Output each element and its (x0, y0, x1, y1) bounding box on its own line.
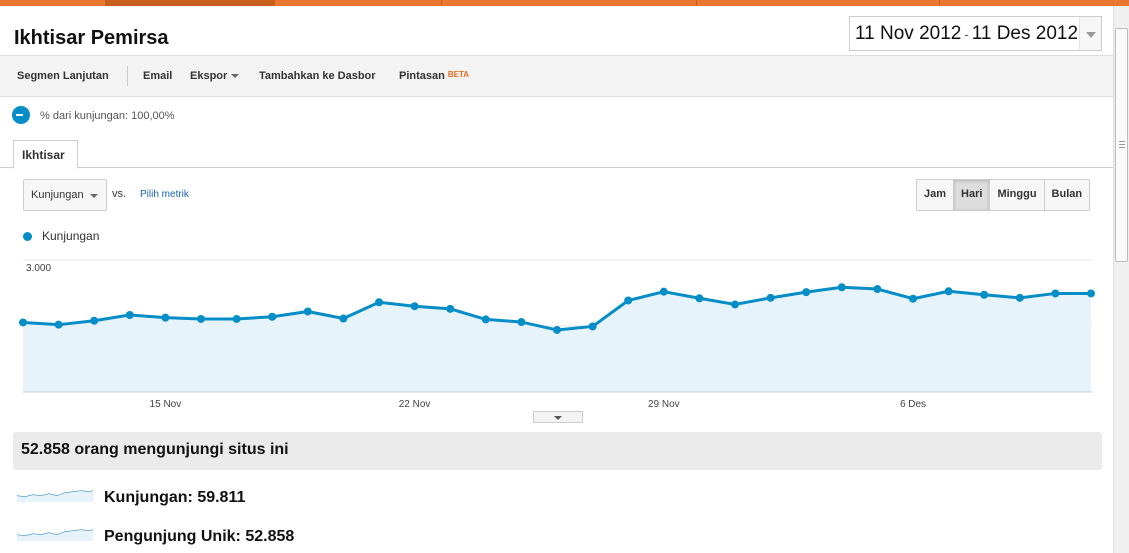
data-point (624, 296, 633, 305)
pie-chart-icon (12, 106, 30, 124)
date-start: 11 Nov 2012 (855, 23, 962, 44)
data-point (944, 287, 953, 296)
date-range-picker[interactable]: 11 Nov 2012-11 Des 2012 (849, 16, 1102, 51)
data-point (197, 314, 205, 323)
period-jam-button[interactable]: Jam (924, 188, 947, 200)
legend-label: Kunjungan (42, 229, 100, 243)
data-point (553, 325, 561, 334)
data-point (54, 320, 63, 329)
data-point (410, 302, 419, 311)
top-nav-active-tab[interactable] (105, 0, 275, 6)
ekspor-button[interactable]: Ekspor (190, 70, 240, 82)
grip-icon (1119, 141, 1125, 148)
pilih-metrik-link[interactable]: Pilih metrik (140, 189, 189, 200)
data-point (517, 318, 526, 327)
data-point (1015, 293, 1024, 302)
tab-ikhtisar[interactable]: Ikhtisar (13, 140, 78, 169)
date-separator: - (964, 27, 969, 42)
x-tick-label: 22 Nov (399, 399, 431, 410)
data-point (446, 304, 455, 313)
x-tick-label: 6 Des (900, 399, 926, 410)
stat-kunjungan-label: Kunjungan: 59.811 (104, 489, 246, 506)
data-point (980, 290, 989, 299)
data-point (1087, 289, 1095, 298)
period-hari-button[interactable]: Hari (953, 180, 990, 210)
legend-dot (23, 232, 32, 241)
data-point (19, 318, 27, 327)
toolbar-divider (127, 66, 128, 86)
sparkline-icon (17, 490, 93, 502)
vs-label: vs. (112, 188, 127, 200)
data-point (659, 287, 668, 296)
data-point (802, 288, 811, 297)
segment-label: % dari kunjungan: 100,00% (40, 110, 175, 122)
period-toggle: Jam Hari Minggu Bulan (916, 179, 1091, 211)
x-tick-label: 15 Nov (150, 399, 182, 410)
chevron-down-icon[interactable] (1079, 17, 1101, 50)
report-page: Ikhtisar Pemirsa 11 Nov 2012-11 Des 2012… (0, 6, 1113, 553)
metric-select[interactable]: Kunjungan (23, 179, 107, 211)
data-point (837, 283, 846, 292)
data-point (909, 294, 917, 303)
data-point (232, 314, 241, 323)
report-toolbar: Segmen Lanjutan Email Ekspor Tambahkan k… (0, 55, 1113, 97)
pintasan-label: Pintasan (399, 70, 445, 82)
top-nav-bar (0, 0, 1129, 6)
top-nav-divider (441, 0, 442, 6)
segmen-lanjutan-button[interactable]: Segmen Lanjutan (17, 70, 109, 82)
data-point (268, 312, 277, 321)
data-point (695, 294, 704, 303)
ekspor-label: Ekspor (190, 70, 228, 82)
data-point (1051, 289, 1060, 298)
data-point (125, 311, 134, 319)
y-tick-label: 3.000 (26, 263, 51, 274)
data-point (161, 313, 170, 322)
series-area (23, 287, 1091, 392)
data-point (588, 322, 597, 331)
tambahkan-ke-dasbor-button[interactable]: Tambahkan ke Dasbor (259, 70, 376, 82)
x-tick-label: 29 Nov (648, 399, 680, 410)
data-point (731, 300, 739, 309)
data-point (873, 285, 882, 294)
page-title: Ikhtisar Pemirsa (14, 27, 169, 49)
metric-select-value: Kunjungan (31, 189, 84, 201)
beta-badge: BETA (447, 70, 470, 79)
chevron-down-icon (90, 194, 98, 198)
date-end: 11 Des 2012 (971, 23, 1079, 44)
data-point (303, 307, 312, 316)
data-point (339, 314, 348, 323)
data-point (375, 298, 383, 307)
summary-banner: 52.858 orang mengunjungi situs ini (13, 432, 1102, 470)
stat-pengunjung-unik-label: Pengunjung Unik: 52.858 (104, 528, 295, 545)
email-button[interactable]: Email (143, 70, 173, 82)
period-minggu-button[interactable]: Minggu (989, 180, 1043, 210)
pintasan-button[interactable]: Pintasan BETA (399, 70, 469, 82)
scrollbar-thumb[interactable] (1115, 28, 1128, 262)
data-point (481, 315, 490, 324)
vertical-scrollbar[interactable] (1113, 6, 1129, 553)
period-bulan-button[interactable]: Bulan (1043, 180, 1090, 210)
sparkline-icon (17, 529, 93, 541)
caret-down-icon (231, 74, 240, 79)
top-nav-divider (939, 0, 940, 6)
data-point (766, 293, 775, 302)
chart-collapse-button[interactable] (533, 411, 583, 423)
data-point (90, 316, 99, 325)
tab-bar-line (0, 167, 1113, 168)
top-nav-divider (696, 0, 697, 6)
